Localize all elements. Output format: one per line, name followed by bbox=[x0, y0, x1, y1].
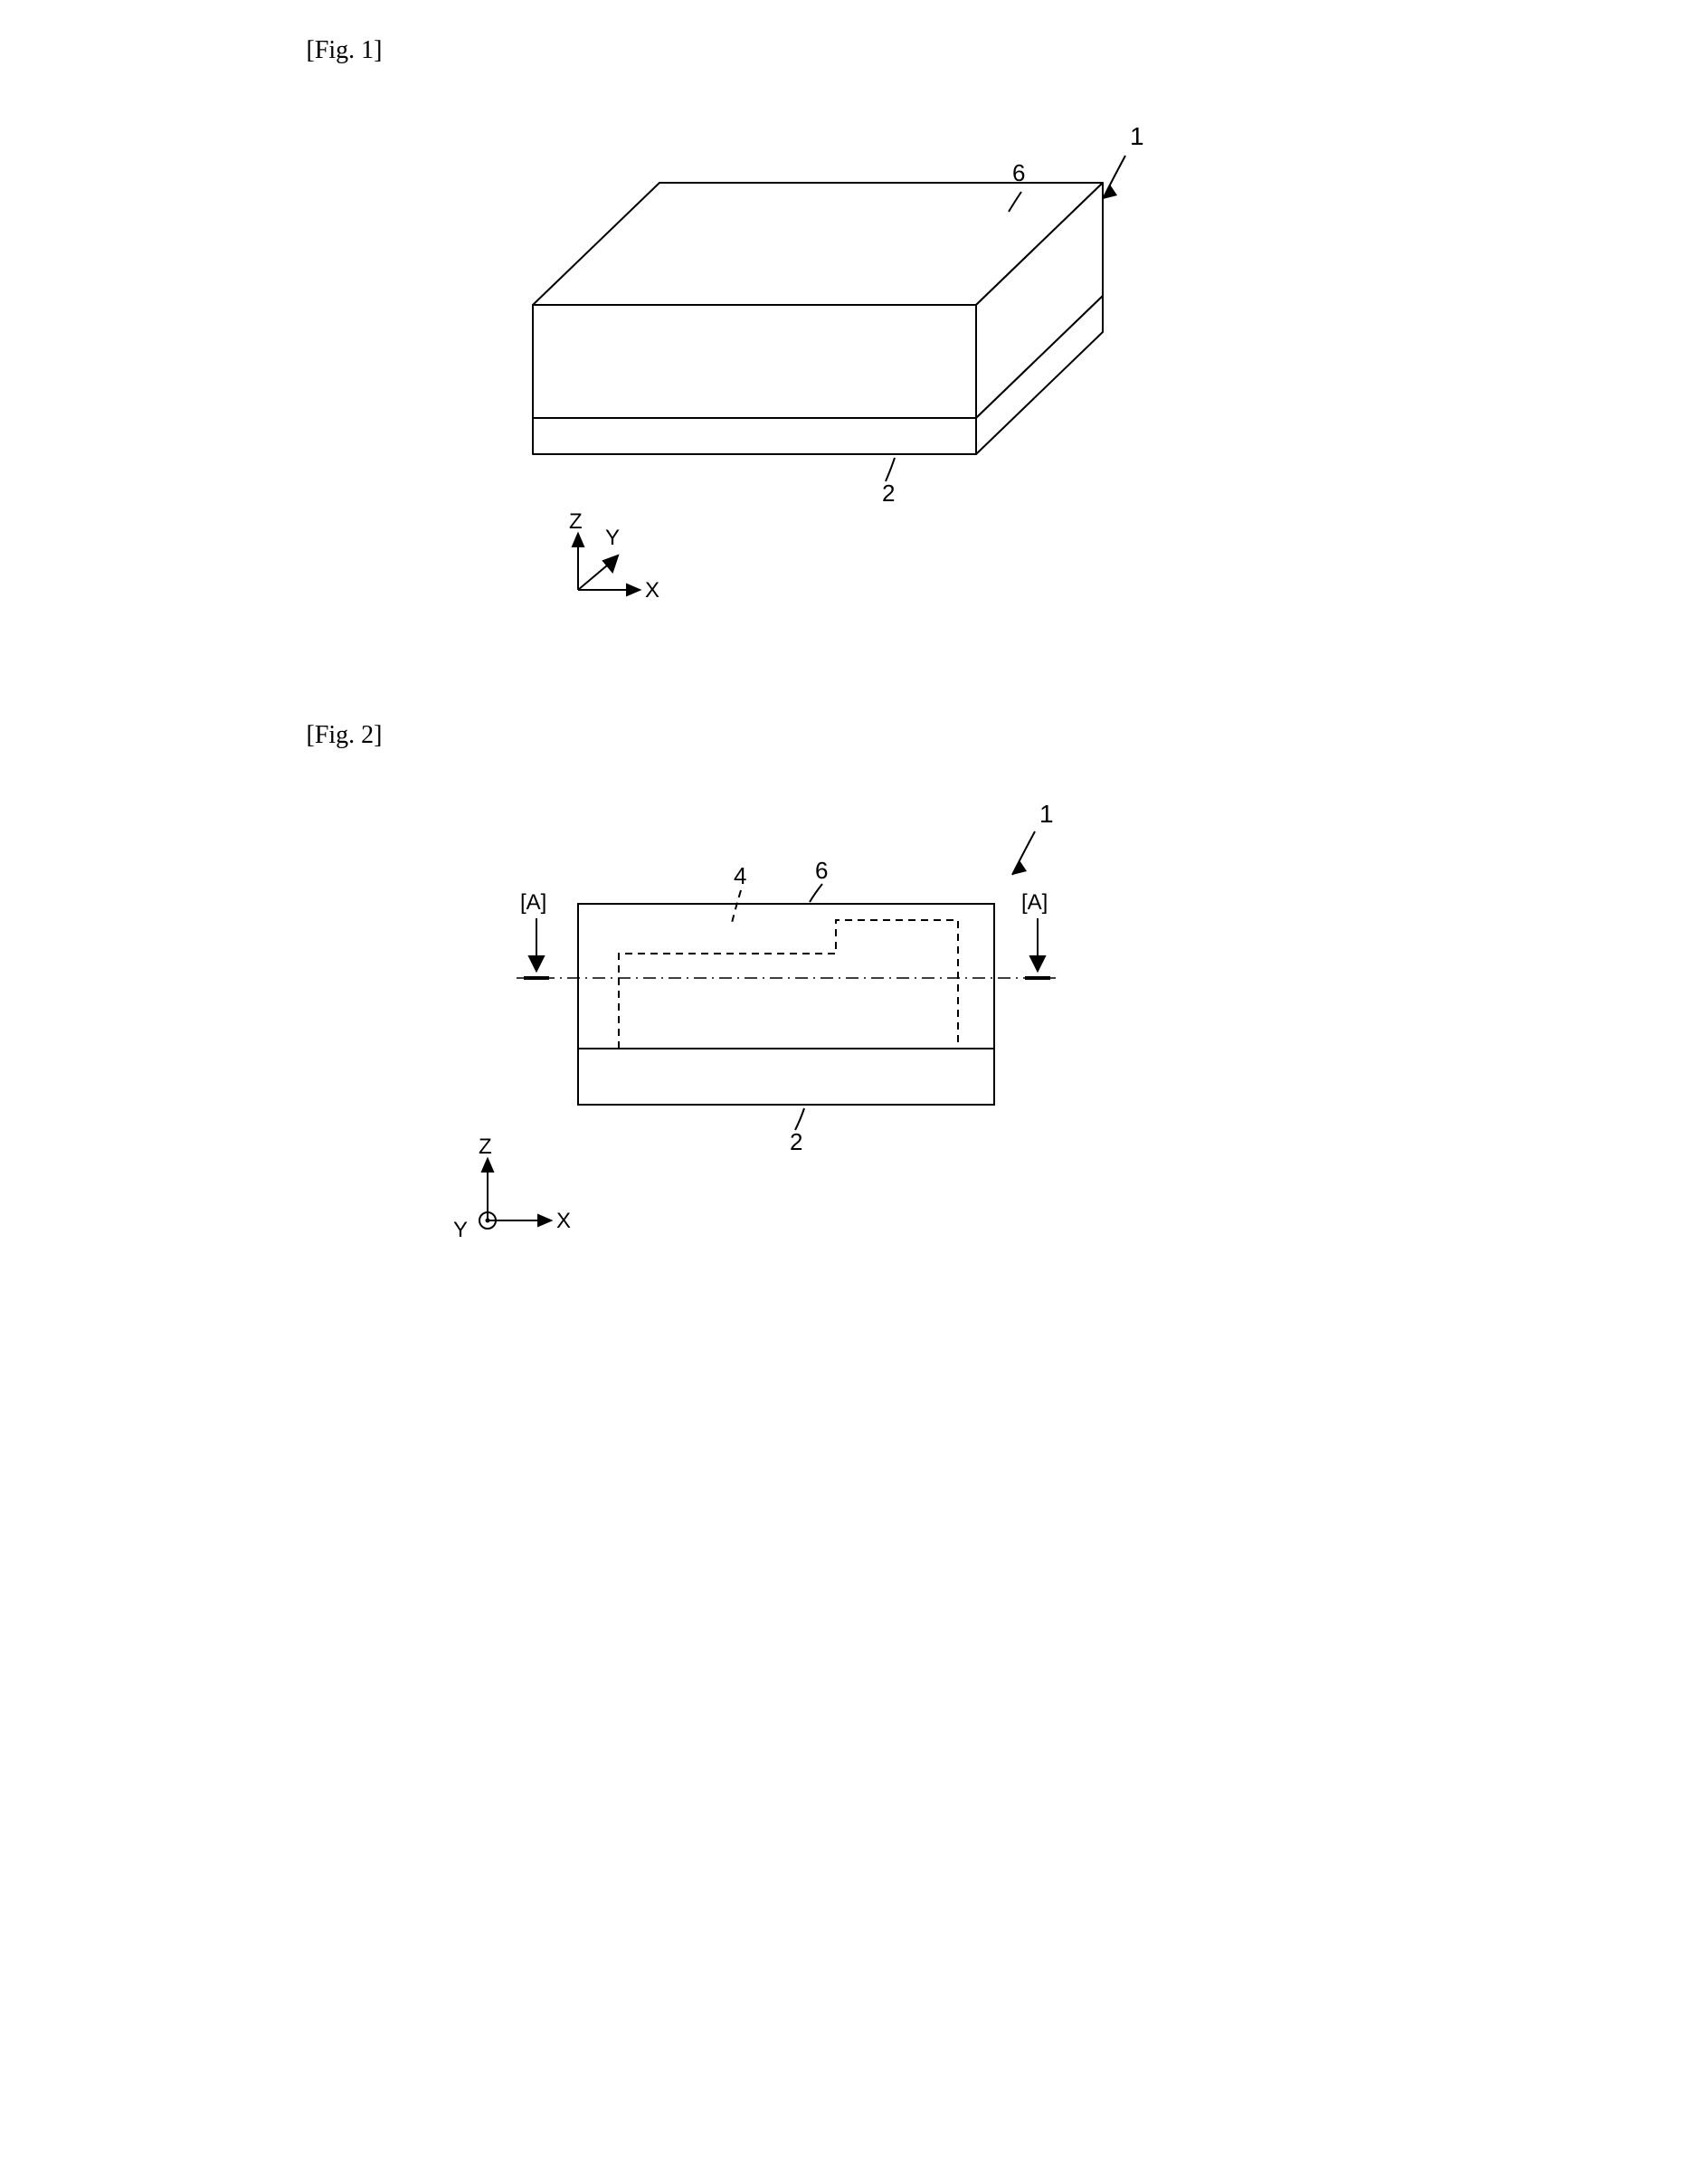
axis-y-fig2: Y bbox=[453, 1218, 468, 1242]
page: [Fig. 1] bbox=[307, 36, 1392, 1279]
figure-1-label: [Fig. 1] bbox=[307, 36, 1392, 65]
callout-1-text: 1 bbox=[1130, 122, 1144, 150]
figure-2-block: [Fig. 2] [A] [A] bbox=[307, 721, 1392, 1279]
figure-1-svg: 1 6 2 Z X Y bbox=[307, 83, 1211, 644]
figure-2-label: [Fig. 2] bbox=[307, 721, 1392, 750]
front-bottom-face bbox=[533, 418, 976, 454]
axis-z-fig1: Z bbox=[569, 509, 583, 534]
fig1-drawing bbox=[533, 183, 1103, 454]
section-right-label: [A] bbox=[1021, 890, 1048, 915]
axes-fig2 bbox=[479, 1159, 551, 1229]
callout-6-text: 6 bbox=[1012, 159, 1025, 186]
section-left-arrow bbox=[524, 918, 549, 978]
axis-x-fig1: X bbox=[645, 578, 659, 603]
figure-2-svg: [A] [A] 1 4 6 bbox=[307, 768, 1211, 1275]
callout-6-fig2-leader bbox=[810, 884, 822, 902]
axis-z-fig2: Z bbox=[479, 1135, 492, 1159]
callout-2-fig2-leader bbox=[795, 1108, 804, 1130]
layer-6-rect bbox=[578, 904, 994, 1049]
front-top-face bbox=[533, 305, 976, 418]
figure-1-block: [Fig. 1] bbox=[307, 36, 1392, 649]
axis-y-fig1: Y bbox=[605, 526, 620, 550]
callout-6-fig2-text: 6 bbox=[815, 857, 828, 884]
layer-2-rect bbox=[578, 1049, 994, 1105]
fig2-drawing bbox=[578, 904, 994, 1105]
section-left-label: [A] bbox=[520, 890, 546, 915]
section-right-arrow bbox=[1025, 918, 1050, 978]
callout-4-text: 4 bbox=[734, 862, 746, 889]
callout-1-arrowhead bbox=[1103, 185, 1117, 199]
callout-2-leader bbox=[886, 458, 895, 481]
callout-1-fig2 bbox=[1012, 831, 1035, 875]
callout-1-fig2-text: 1 bbox=[1039, 800, 1054, 828]
callout-2-fig2-text: 2 bbox=[790, 1128, 802, 1155]
callout-1-group bbox=[1103, 156, 1125, 199]
axis-x-fig2: X bbox=[556, 1209, 571, 1233]
callout-2-text: 2 bbox=[882, 480, 895, 507]
